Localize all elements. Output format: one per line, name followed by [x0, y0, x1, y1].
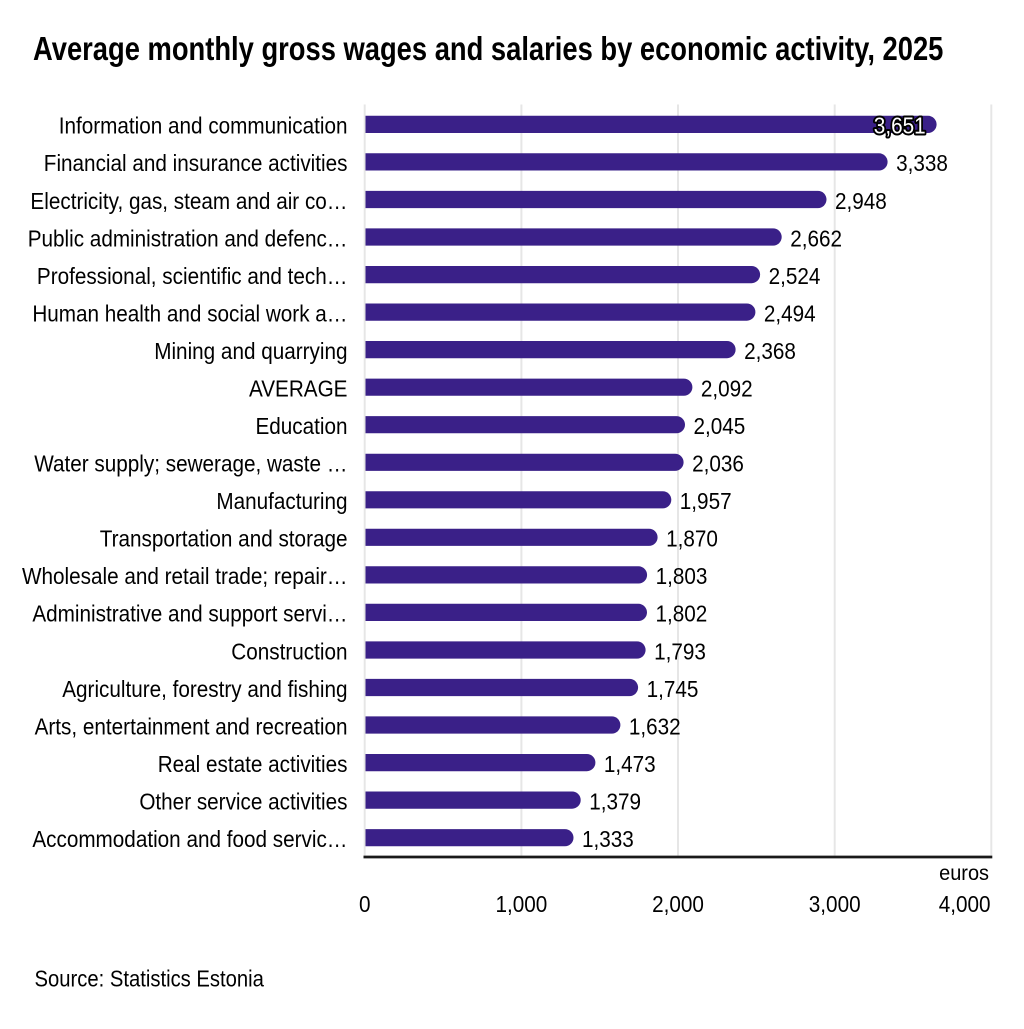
svg-text:2,368: 2,368: [744, 338, 796, 364]
svg-text:Administrative and support ser: Administrative and support servi…: [32, 601, 347, 627]
svg-text:2,948: 2,948: [835, 188, 887, 214]
svg-text:1,379: 1,379: [589, 788, 641, 814]
svg-text:Education: Education: [255, 413, 347, 439]
svg-text:1,473: 1,473: [604, 751, 656, 777]
svg-text:4,000: 4,000: [939, 891, 991, 917]
svg-text:1,333: 1,333: [582, 826, 634, 852]
svg-text:2,045: 2,045: [694, 413, 746, 439]
svg-text:Human health and social work a: Human health and social work a…: [32, 300, 347, 326]
svg-text:Construction: Construction: [231, 638, 347, 664]
svg-text:AVERAGE: AVERAGE: [249, 375, 348, 401]
svg-text:1,745: 1,745: [647, 676, 699, 702]
svg-text:Agriculture, forestry and fish: Agriculture, forestry and fishing: [62, 676, 347, 702]
svg-text:Information and communication: Information and communication: [59, 113, 348, 139]
svg-text:Financial and insurance activi: Financial and insurance activities: [44, 150, 348, 176]
svg-text:2,662: 2,662: [790, 225, 842, 251]
svg-text:Professional, scientific and t: Professional, scientific and tech…: [37, 263, 348, 289]
svg-text:0: 0: [359, 891, 371, 917]
svg-text:3,338: 3,338: [896, 150, 948, 176]
svg-text:2,524: 2,524: [769, 263, 821, 289]
svg-text:1,870: 1,870: [666, 526, 718, 552]
svg-text:1,000: 1,000: [496, 891, 548, 917]
svg-text:2,000: 2,000: [652, 891, 704, 917]
svg-text:Water supply; sewerage, waste: Water supply; sewerage, waste …: [34, 451, 347, 477]
svg-text:2,092: 2,092: [701, 375, 753, 401]
svg-text:1,793: 1,793: [654, 638, 706, 664]
svg-text:Average monthly gross wages an: Average monthly gross wages and salaries…: [33, 32, 943, 68]
svg-text:2,036: 2,036: [692, 451, 744, 477]
svg-text:Public administration and defe: Public administration and defenc…: [28, 225, 348, 251]
svg-text:Transportation and storage: Transportation and storage: [100, 526, 348, 552]
svg-text:Arts, entertainment and recrea: Arts, entertainment and recreation: [35, 713, 348, 739]
svg-text:Mining and quarrying: Mining and quarrying: [154, 338, 347, 364]
svg-text:1,802: 1,802: [656, 601, 708, 627]
svg-text:Wholesale and retail trade; re: Wholesale and retail trade; repair…: [22, 563, 348, 589]
svg-text:Source: Statistics Estonia: Source: Statistics Estonia: [35, 965, 265, 992]
svg-text:3,000: 3,000: [809, 891, 861, 917]
svg-text:Manufacturing: Manufacturing: [216, 488, 347, 514]
svg-text:Electricity, gas, steam and ai: Electricity, gas, steam and air co…: [30, 188, 347, 214]
svg-text:2,494: 2,494: [764, 300, 816, 326]
svg-text:3,651: 3,651: [874, 113, 926, 139]
svg-text:euros: euros: [939, 862, 989, 886]
svg-text:Other service activities: Other service activities: [139, 788, 347, 814]
svg-text:Accommodation and food servic…: Accommodation and food servic…: [32, 826, 347, 852]
svg-text:1,632: 1,632: [629, 713, 681, 739]
svg-text:Real estate activities: Real estate activities: [158, 751, 348, 777]
svg-text:1,803: 1,803: [656, 563, 708, 589]
svg-text:1,957: 1,957: [680, 488, 732, 514]
